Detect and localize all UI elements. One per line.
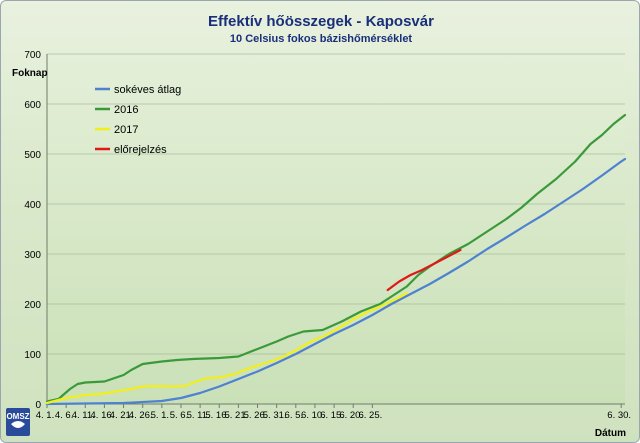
x-tick-label: 4. 16. bbox=[91, 410, 115, 421]
y-axis-title: Foknap bbox=[12, 68, 48, 79]
x-tick-label: 5. 1. bbox=[151, 410, 170, 421]
x-tick-label: 4. 26. bbox=[129, 410, 153, 421]
x-tick-label: 6. 20. bbox=[339, 410, 363, 421]
series-line bbox=[45, 113, 627, 403]
x-tick-label: 6. 15. bbox=[320, 410, 344, 421]
legend-label: előrejelzés bbox=[114, 144, 167, 156]
y-tick-label: 700 bbox=[24, 50, 41, 61]
x-tick-label: 5. 16. bbox=[205, 410, 229, 421]
chart-title: Effektív hőösszegek - Kaposvár bbox=[208, 13, 434, 30]
y-tick-label: 0 bbox=[35, 400, 41, 411]
x-tick-label: 5. 6. bbox=[170, 410, 189, 421]
legend-label: 2017 bbox=[114, 124, 138, 136]
x-tick-label: 6. 5. bbox=[285, 410, 304, 421]
omsz-logo: OMSZ bbox=[6, 408, 30, 436]
y-tick-label: 200 bbox=[24, 300, 41, 311]
x-tick-label: 6. 25. bbox=[358, 410, 382, 421]
x-tick-label: 4. 21. bbox=[110, 410, 134, 421]
x-tick-label: 4. 6. bbox=[55, 410, 74, 421]
x-tick-label: 5. 31. bbox=[263, 410, 287, 421]
x-tick-label: 6. 30. bbox=[607, 410, 631, 421]
x-tick-label: 6. 10. bbox=[301, 410, 325, 421]
x-tick-label: 4. 1. bbox=[36, 410, 55, 421]
x-tick-label: 5. 26. bbox=[244, 410, 268, 421]
x-tick-label: 4. 11. bbox=[72, 410, 95, 421]
y-tick-label: 400 bbox=[24, 200, 41, 211]
chart-subtitle: 10 Celsius fokos bázishőmérséklet bbox=[229, 33, 413, 45]
x-axis-title: Dátum bbox=[595, 428, 626, 439]
x-tick-label: 5. 21. bbox=[225, 410, 249, 421]
plot-area bbox=[47, 54, 625, 404]
x-tick-label: 5. 11. bbox=[187, 410, 210, 421]
series-line bbox=[45, 291, 408, 405]
y-tick-label: 100 bbox=[24, 350, 41, 361]
legend-label: 2016 bbox=[114, 104, 138, 116]
svg-text:OMSZ: OMSZ bbox=[6, 412, 29, 421]
series-line bbox=[45, 157, 627, 406]
y-tick-label: 500 bbox=[24, 150, 41, 161]
y-tick-label: 600 bbox=[24, 100, 41, 111]
y-tick-label: 300 bbox=[24, 250, 41, 261]
series-line bbox=[386, 248, 462, 292]
legend-label: sokéves átlag bbox=[114, 84, 181, 96]
